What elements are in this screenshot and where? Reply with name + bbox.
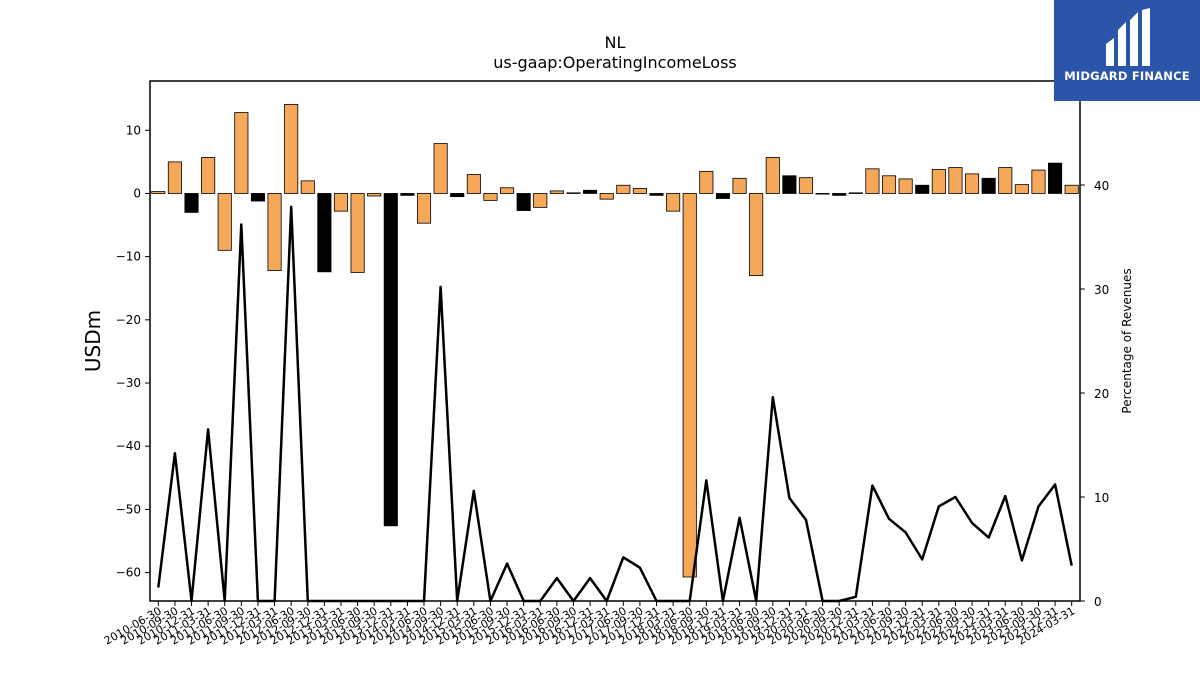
bar <box>1048 162 1063 194</box>
bar <box>998 167 1013 194</box>
bar <box>815 193 830 195</box>
bar <box>333 193 349 212</box>
bar <box>948 167 963 194</box>
series-line <box>157 205 1073 603</box>
brand-logo: MIDGARD FINANCE <box>1054 0 1200 101</box>
bar <box>533 193 548 208</box>
bar <box>383 193 398 527</box>
bar <box>317 193 332 273</box>
bar <box>516 193 531 211</box>
y-tick-label: −50 <box>116 502 141 516</box>
bar <box>151 191 166 194</box>
bar <box>881 175 897 194</box>
bar <box>666 193 681 212</box>
bar <box>931 169 946 194</box>
bar <box>566 192 581 194</box>
y2-tick-label: 40 <box>1094 179 1109 193</box>
y-tick-label: −40 <box>116 439 141 453</box>
bar <box>715 193 730 199</box>
bar <box>616 184 631 194</box>
bar <box>500 187 515 194</box>
chart-title: NL <box>605 33 626 52</box>
y-tick-label: −20 <box>116 313 141 327</box>
bar <box>765 157 780 194</box>
bar <box>416 193 432 224</box>
bar <box>699 170 714 194</box>
y2-tick-label: 0 <box>1094 595 1102 609</box>
bar <box>965 173 980 194</box>
logo-text: MIDGARD FINANCE <box>1064 69 1190 83</box>
logo-mark-icon <box>1106 8 1150 66</box>
bar <box>466 174 481 194</box>
bar <box>832 193 847 196</box>
y-tick-label: −10 <box>116 250 141 264</box>
bar <box>798 177 814 194</box>
bar <box>1014 184 1029 194</box>
x-axis: 2010-06-302010-09-302010-12-312011-03-31… <box>102 601 1077 648</box>
bar <box>201 157 216 194</box>
bar <box>915 184 930 194</box>
y-tick-label: −60 <box>116 566 141 580</box>
chart-subtitle: us-gaap:OperatingIncomeLoss <box>493 53 737 72</box>
bar <box>217 193 232 251</box>
bar <box>433 143 448 194</box>
bar <box>865 168 880 194</box>
bar <box>250 193 265 202</box>
bar <box>284 103 299 194</box>
y2-tick-label: 20 <box>1094 387 1109 401</box>
bar <box>184 193 199 213</box>
y-tick-label: 10 <box>126 123 141 137</box>
bar <box>300 180 315 194</box>
bar <box>549 190 564 194</box>
bar <box>450 193 465 198</box>
left-axis: 10 0 −10 −20 −30 −40 −50 −60 <box>116 123 150 580</box>
bar <box>649 193 664 196</box>
bar <box>682 193 697 578</box>
y-tick-label: 0 <box>133 186 141 200</box>
bar <box>981 177 996 194</box>
bar <box>234 112 249 194</box>
y2-axis-label: Percentage of Revenues <box>1120 268 1134 413</box>
bar <box>732 177 747 194</box>
bar <box>632 188 647 194</box>
bar <box>583 189 598 194</box>
y2-tick-label: 10 <box>1094 491 1109 505</box>
bar <box>367 193 382 197</box>
y-tick-label: −30 <box>116 376 141 390</box>
bar <box>599 193 614 200</box>
bar <box>898 178 913 194</box>
plot-frame <box>149 80 1081 602</box>
bar <box>167 161 182 194</box>
y-axis-label: USDm <box>81 310 105 372</box>
bar <box>1064 184 1079 194</box>
right-axis: 0 10 20 30 40 <box>1080 179 1109 609</box>
bar <box>749 193 764 277</box>
bar-group <box>151 103 1079 578</box>
bar <box>267 193 282 271</box>
bar <box>848 192 863 194</box>
bar <box>1031 169 1046 194</box>
y2-tick-label: 30 <box>1094 283 1109 297</box>
line-group <box>157 205 1073 603</box>
bar <box>400 193 415 196</box>
bar <box>350 193 365 273</box>
bar <box>782 175 797 194</box>
bar <box>483 193 498 201</box>
